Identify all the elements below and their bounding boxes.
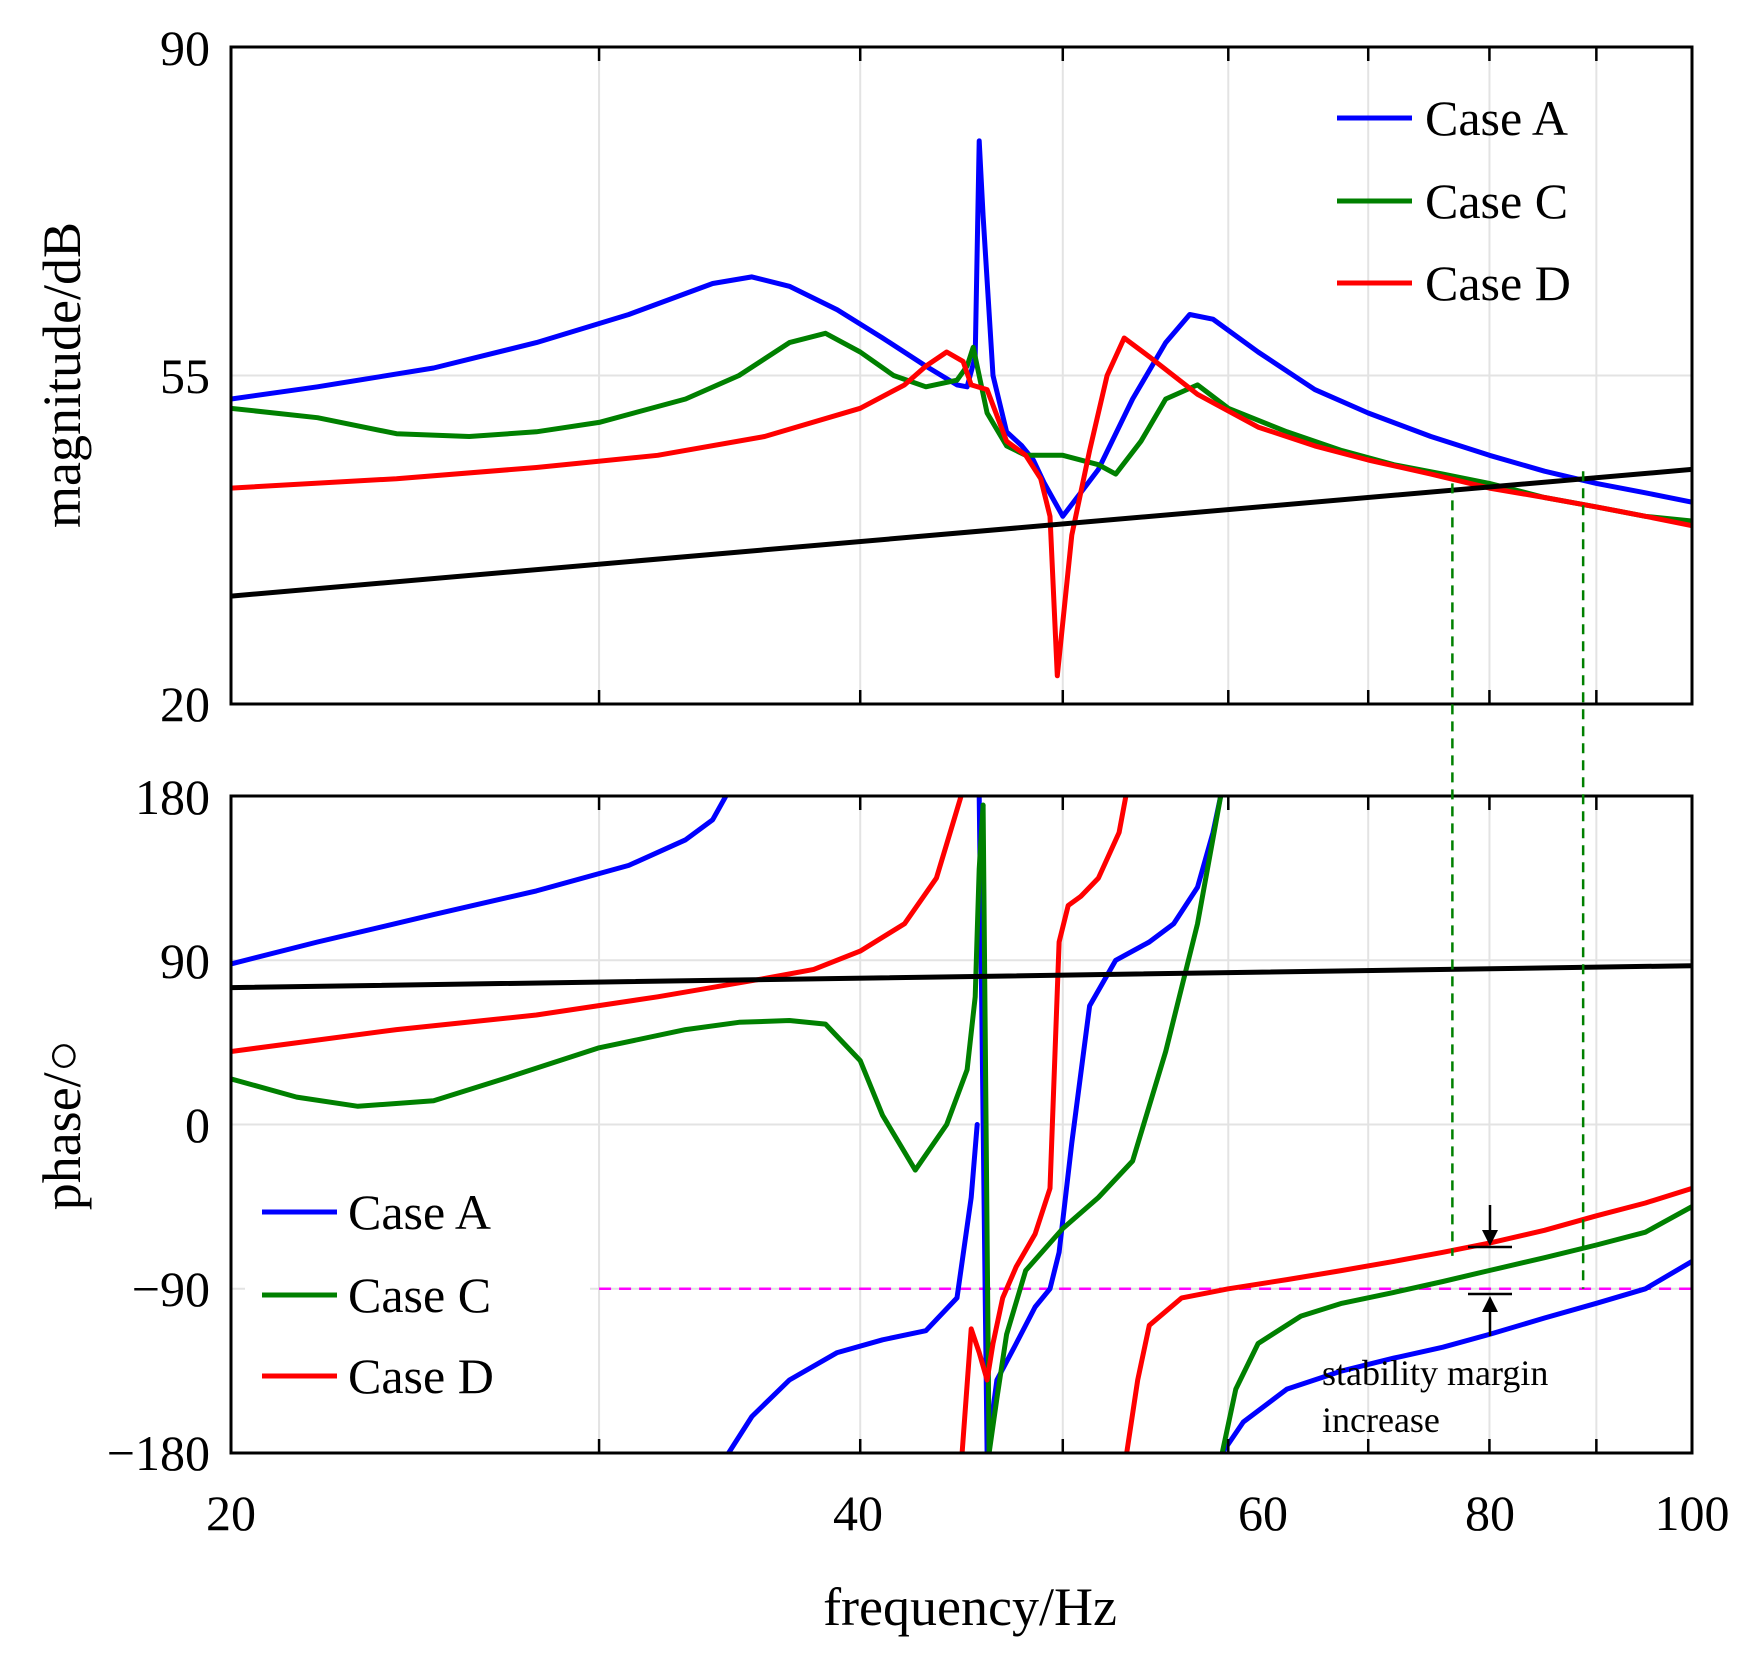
x-tick-60: 60	[1238, 1485, 1288, 1541]
annotation-text-line-1: stability margin	[1322, 1353, 1548, 1393]
magnitude-y-tick-90: 90	[160, 20, 210, 76]
x-tick-100: 100	[1655, 1485, 1730, 1541]
phase-line-case-d	[231, 796, 964, 1054]
margin-arrow-up-head	[1482, 1296, 1498, 1312]
phase-line-case-a	[231, 796, 729, 967]
phase-series	[231, 796, 1692, 1453]
magnitude-line-reference	[231, 466, 1692, 599]
magnitude-legend: Case A Case C Case D	[1337, 90, 1571, 311]
magnitude-panel: 90 55 20 magnitude/dB Case A Case C Case…	[32, 20, 1694, 732]
legend-label-case-d: Case D	[1425, 255, 1571, 311]
x-tick-40: 40	[833, 1485, 883, 1541]
phase-line-case-a	[1219, 1258, 1692, 1453]
phase-y-tick-180: 180	[135, 769, 210, 825]
phase-y-axis-label: phase/○	[32, 1040, 92, 1211]
magnitude-series	[231, 138, 1692, 679]
phase-line-case-a	[726, 1122, 980, 1453]
phase-legend: Case A Case C Case D	[245, 1165, 590, 1427]
x-tick-20: 20	[206, 1485, 256, 1541]
magnitude-y-tick-55: 55	[160, 348, 210, 404]
magnitude-y-axis-label: magnitude/dB	[32, 222, 92, 528]
stability-margin-annotation: stability margin increase	[1322, 1205, 1548, 1440]
magnitude-line-case-d	[231, 335, 1692, 679]
magnitude-y-tick-20: 20	[160, 676, 210, 732]
phase-line-case-c	[1219, 1204, 1692, 1453]
phase-line-case-d	[1124, 1185, 1692, 1453]
phase-line-case-c	[231, 802, 986, 1173]
phase-frame	[229, 794, 1694, 1455]
annotation-text-line-2: increase	[1322, 1400, 1440, 1440]
magnitude-frame	[229, 45, 1694, 706]
phase-line-reference	[231, 963, 1692, 991]
crossover-guides	[1451, 471, 1585, 1289]
phase-y-tick-minus-180: −180	[107, 1425, 210, 1481]
legend-label-case-c: Case C	[348, 1267, 491, 1323]
phase-panel: 180 90 0 −90 −180 phase/○ 20 40 60 80 10…	[32, 769, 1730, 1637]
legend-label-case-d: Case D	[348, 1348, 494, 1404]
legend-label-case-a: Case A	[348, 1184, 491, 1240]
phase-y-tick-0: 0	[185, 1097, 210, 1153]
magnitude-line-case-a	[231, 138, 1692, 519]
magnitude-grid	[231, 47, 1692, 704]
phase-y-tick-90: 90	[160, 933, 210, 989]
phase-line-case-c	[980, 796, 1224, 1453]
legend-label-case-c: Case C	[1425, 173, 1568, 229]
x-tick-80: 80	[1465, 1485, 1515, 1541]
margin-arrow-down-head	[1482, 1230, 1498, 1246]
phase-line-case-d	[959, 796, 1129, 1453]
magnitude-ticks	[597, 47, 1598, 704]
phase-y-tick-minus-90: −90	[132, 1261, 210, 1317]
phase-ticks	[597, 796, 1598, 1453]
x-axis-label: frequency/Hz	[823, 1577, 1117, 1637]
legend-label-case-a: Case A	[1425, 90, 1568, 146]
